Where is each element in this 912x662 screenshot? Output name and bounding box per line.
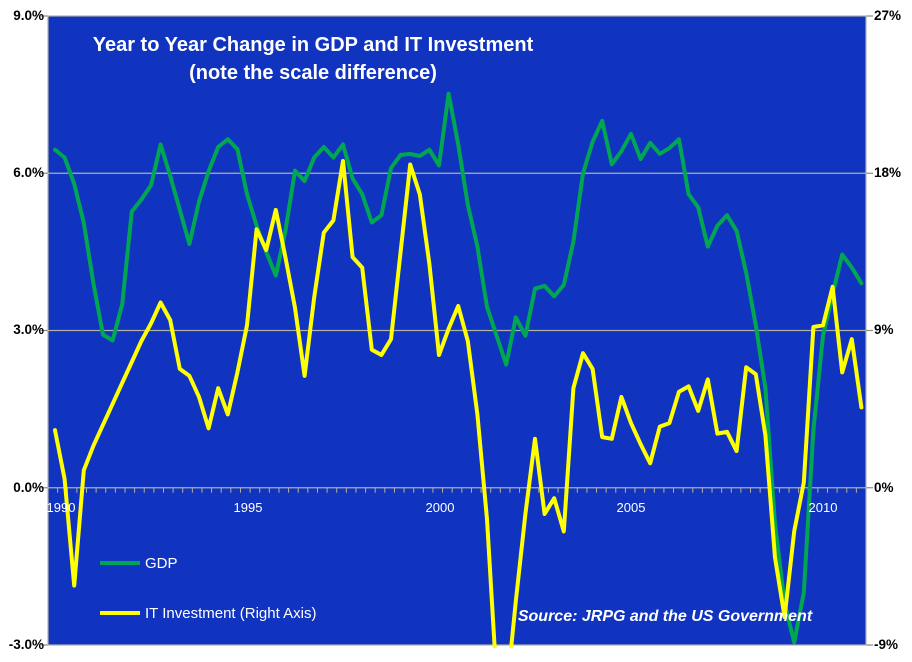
right-axis-label: -9% — [874, 637, 899, 652]
right-axis-label: 9% — [874, 322, 894, 337]
it-investment-line-swatch — [100, 611, 140, 615]
x-axis-label: 2000 — [425, 500, 455, 515]
legend-item-it-investment: IT Investment (Right Axis) — [100, 604, 316, 622]
x-axis-label: 2010 — [808, 500, 838, 515]
right-axis-label: 0% — [874, 480, 894, 495]
chart-title: Year to Year Change in GDP and IT Invest… — [92, 34, 534, 56]
left-axis-label: 9.0% — [13, 8, 44, 23]
source-note: Source: JRPG and the US Government — [517, 608, 813, 625]
legend-label: GDP — [145, 554, 178, 572]
legend-label: IT Investment (Right Axis) — [145, 604, 317, 622]
left-axis-label: 6.0% — [13, 165, 44, 180]
left-axis-label: 0.0% — [13, 480, 44, 495]
right-axis-label: 27% — [874, 8, 902, 23]
chart-subtitle: (note the scale difference) — [189, 62, 437, 84]
legend-item-gdp: GDP — [100, 554, 178, 572]
left-axis-label: -3.0% — [8, 637, 44, 652]
left-axis-label: 3.0% — [13, 322, 44, 337]
right-axis-label: 18% — [874, 165, 902, 180]
x-axis-label: 1995 — [233, 500, 263, 515]
gdp-line-swatch — [100, 561, 140, 565]
x-axis-label: 2005 — [616, 500, 646, 515]
x-axis-label: 1990 — [46, 500, 76, 515]
